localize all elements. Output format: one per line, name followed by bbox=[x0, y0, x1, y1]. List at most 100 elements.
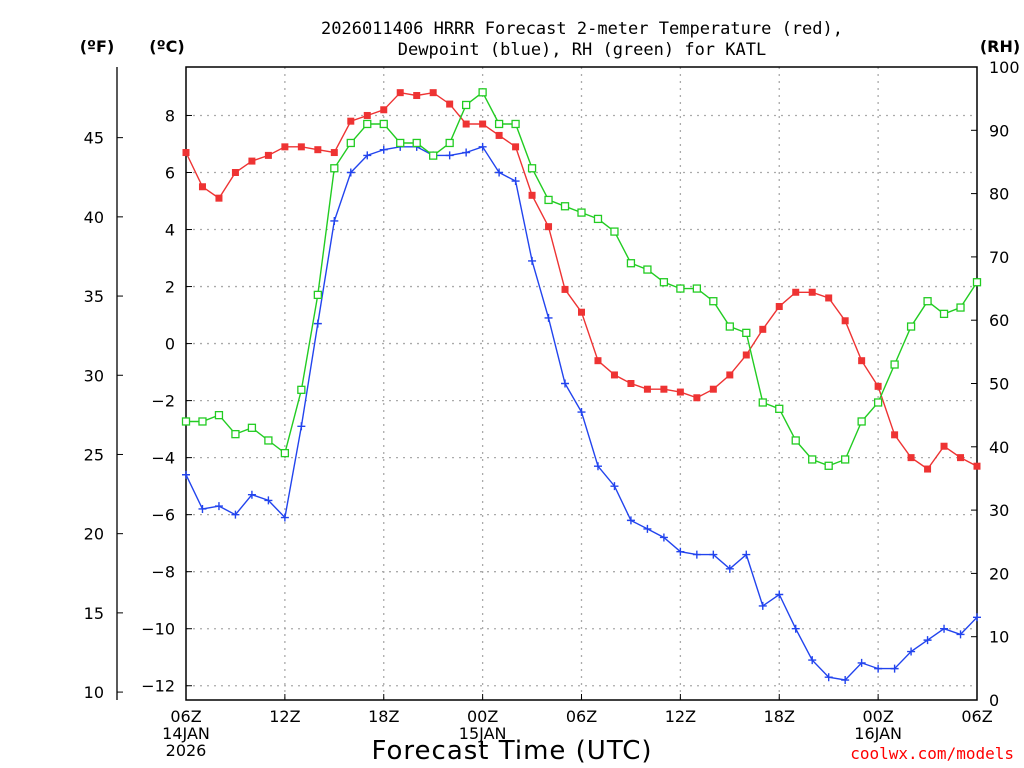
dewpoint-point bbox=[709, 550, 718, 559]
temperature-point bbox=[610, 371, 618, 379]
rh-point bbox=[775, 404, 784, 413]
rh-point bbox=[791, 436, 800, 445]
rh-point bbox=[429, 151, 438, 160]
rh-point bbox=[247, 423, 257, 432]
temperature-point bbox=[726, 371, 734, 379]
dewpoint-point bbox=[808, 656, 817, 665]
temperature-point bbox=[528, 191, 536, 199]
rh-point bbox=[873, 398, 883, 407]
temperature-point bbox=[215, 194, 223, 202]
temperature-point bbox=[676, 388, 684, 396]
temperature-point bbox=[413, 92, 421, 100]
rh-series bbox=[181, 88, 982, 470]
rh-point bbox=[412, 138, 421, 148]
celsius-tick-label: −10 bbox=[141, 620, 175, 639]
dewpoint-point bbox=[313, 319, 322, 328]
x-tick-label: 00Z bbox=[862, 707, 893, 726]
rh-point bbox=[956, 303, 965, 312]
rh-tick-label: 40 bbox=[989, 438, 1009, 457]
temperature-point bbox=[841, 317, 849, 325]
celsius-tick-label: 8 bbox=[165, 106, 175, 125]
temperature-point bbox=[561, 285, 569, 293]
temperature-series bbox=[182, 89, 981, 473]
x-tick-label: 15JAN bbox=[459, 724, 507, 743]
rh-point bbox=[198, 417, 207, 426]
dewpoint-point bbox=[379, 145, 388, 154]
temperature-point bbox=[858, 357, 866, 365]
rh-point bbox=[494, 119, 504, 129]
rh-point bbox=[610, 227, 619, 236]
fahrenheit-tick-label: 25 bbox=[84, 445, 104, 464]
celsius-tick-label: −6 bbox=[151, 506, 175, 525]
rh-point bbox=[972, 278, 982, 287]
temperature-point bbox=[693, 394, 701, 402]
fahrenheit-tick-label: 40 bbox=[84, 208, 104, 227]
rh-point bbox=[659, 278, 669, 287]
celsius-tick-label: 0 bbox=[165, 335, 175, 354]
fahrenheit-tick-label: 15 bbox=[84, 604, 104, 623]
temperature-point bbox=[512, 143, 520, 151]
temperature-point bbox=[248, 157, 256, 165]
temperature-point bbox=[330, 149, 338, 157]
rh-point bbox=[478, 88, 487, 97]
temperature-point bbox=[759, 325, 767, 333]
x-tick-label: 18Z bbox=[764, 707, 795, 726]
x-tick-label: 16JAN bbox=[854, 724, 902, 743]
x-axis-label: Forecast Time (UTC) bbox=[371, 736, 652, 766]
temperature-point bbox=[891, 431, 899, 439]
dewpoint-point bbox=[659, 533, 668, 542]
celsius-tick-label: −2 bbox=[151, 392, 175, 411]
chart-title-line-2: Dewpoint (blue), RH (green) for KATL bbox=[398, 40, 766, 60]
rh-point bbox=[676, 284, 685, 293]
rh-point bbox=[742, 328, 751, 338]
dewpoint-point bbox=[907, 647, 916, 656]
rh-tick-label: 30 bbox=[989, 501, 1009, 520]
rh-point bbox=[593, 214, 603, 224]
fahrenheit-tick-label: 30 bbox=[84, 366, 104, 385]
x-tick-label: 06Z bbox=[961, 707, 992, 726]
temperature-point bbox=[479, 120, 487, 128]
rh-tick-label: 10 bbox=[989, 628, 1009, 647]
rh-point bbox=[857, 417, 866, 426]
rh-point bbox=[906, 322, 916, 331]
rh-point bbox=[709, 297, 718, 306]
dewpoint-point bbox=[758, 601, 767, 610]
dewpoint-point bbox=[676, 547, 685, 556]
celsius-tick-label: −4 bbox=[151, 449, 175, 468]
dewpoint-point bbox=[940, 624, 949, 633]
grid-lines bbox=[186, 67, 977, 700]
dewpoint-point bbox=[791, 624, 800, 633]
temperature-point bbox=[808, 288, 816, 296]
dewpoint-point bbox=[182, 470, 190, 479]
axes bbox=[116, 66, 978, 701]
data-series bbox=[181, 88, 982, 685]
rh-tick-label: 50 bbox=[989, 375, 1009, 394]
temperature-point bbox=[825, 294, 833, 302]
temperature-point bbox=[396, 89, 404, 97]
dewpoint-point bbox=[874, 664, 883, 673]
dewpoint-point bbox=[462, 148, 471, 157]
temperature-point bbox=[775, 303, 783, 311]
rh-point bbox=[824, 461, 833, 470]
rh-tick-label: 100 bbox=[989, 58, 1020, 77]
chart-title-line-1: 2026011406 HRRR Forecast 2-meter Tempera… bbox=[321, 19, 843, 39]
dewpoint-point bbox=[824, 673, 833, 682]
chart-title: 2026011406 HRRR Forecast 2-meter Tempera… bbox=[321, 19, 843, 60]
celsius-tick-label: −12 bbox=[141, 677, 175, 696]
fahrenheit-tick-label: 20 bbox=[84, 525, 104, 544]
dewpoint-point bbox=[511, 177, 520, 186]
rh-point bbox=[297, 385, 306, 394]
dewpoint-point bbox=[495, 168, 504, 177]
dewpoint-point bbox=[956, 630, 965, 639]
dewpoint-point bbox=[198, 504, 207, 513]
rh-unit-label: (RH) bbox=[980, 37, 1020, 56]
rh-point bbox=[280, 448, 290, 458]
rh-point bbox=[264, 436, 273, 445]
rh-point bbox=[346, 138, 355, 148]
dewpoint-point bbox=[231, 510, 240, 519]
rh-point bbox=[939, 309, 949, 319]
temperature-point bbox=[660, 385, 668, 393]
x-tick-label: 14JAN bbox=[162, 724, 210, 743]
dewpoint-point bbox=[725, 564, 734, 573]
rh-point bbox=[396, 138, 405, 148]
